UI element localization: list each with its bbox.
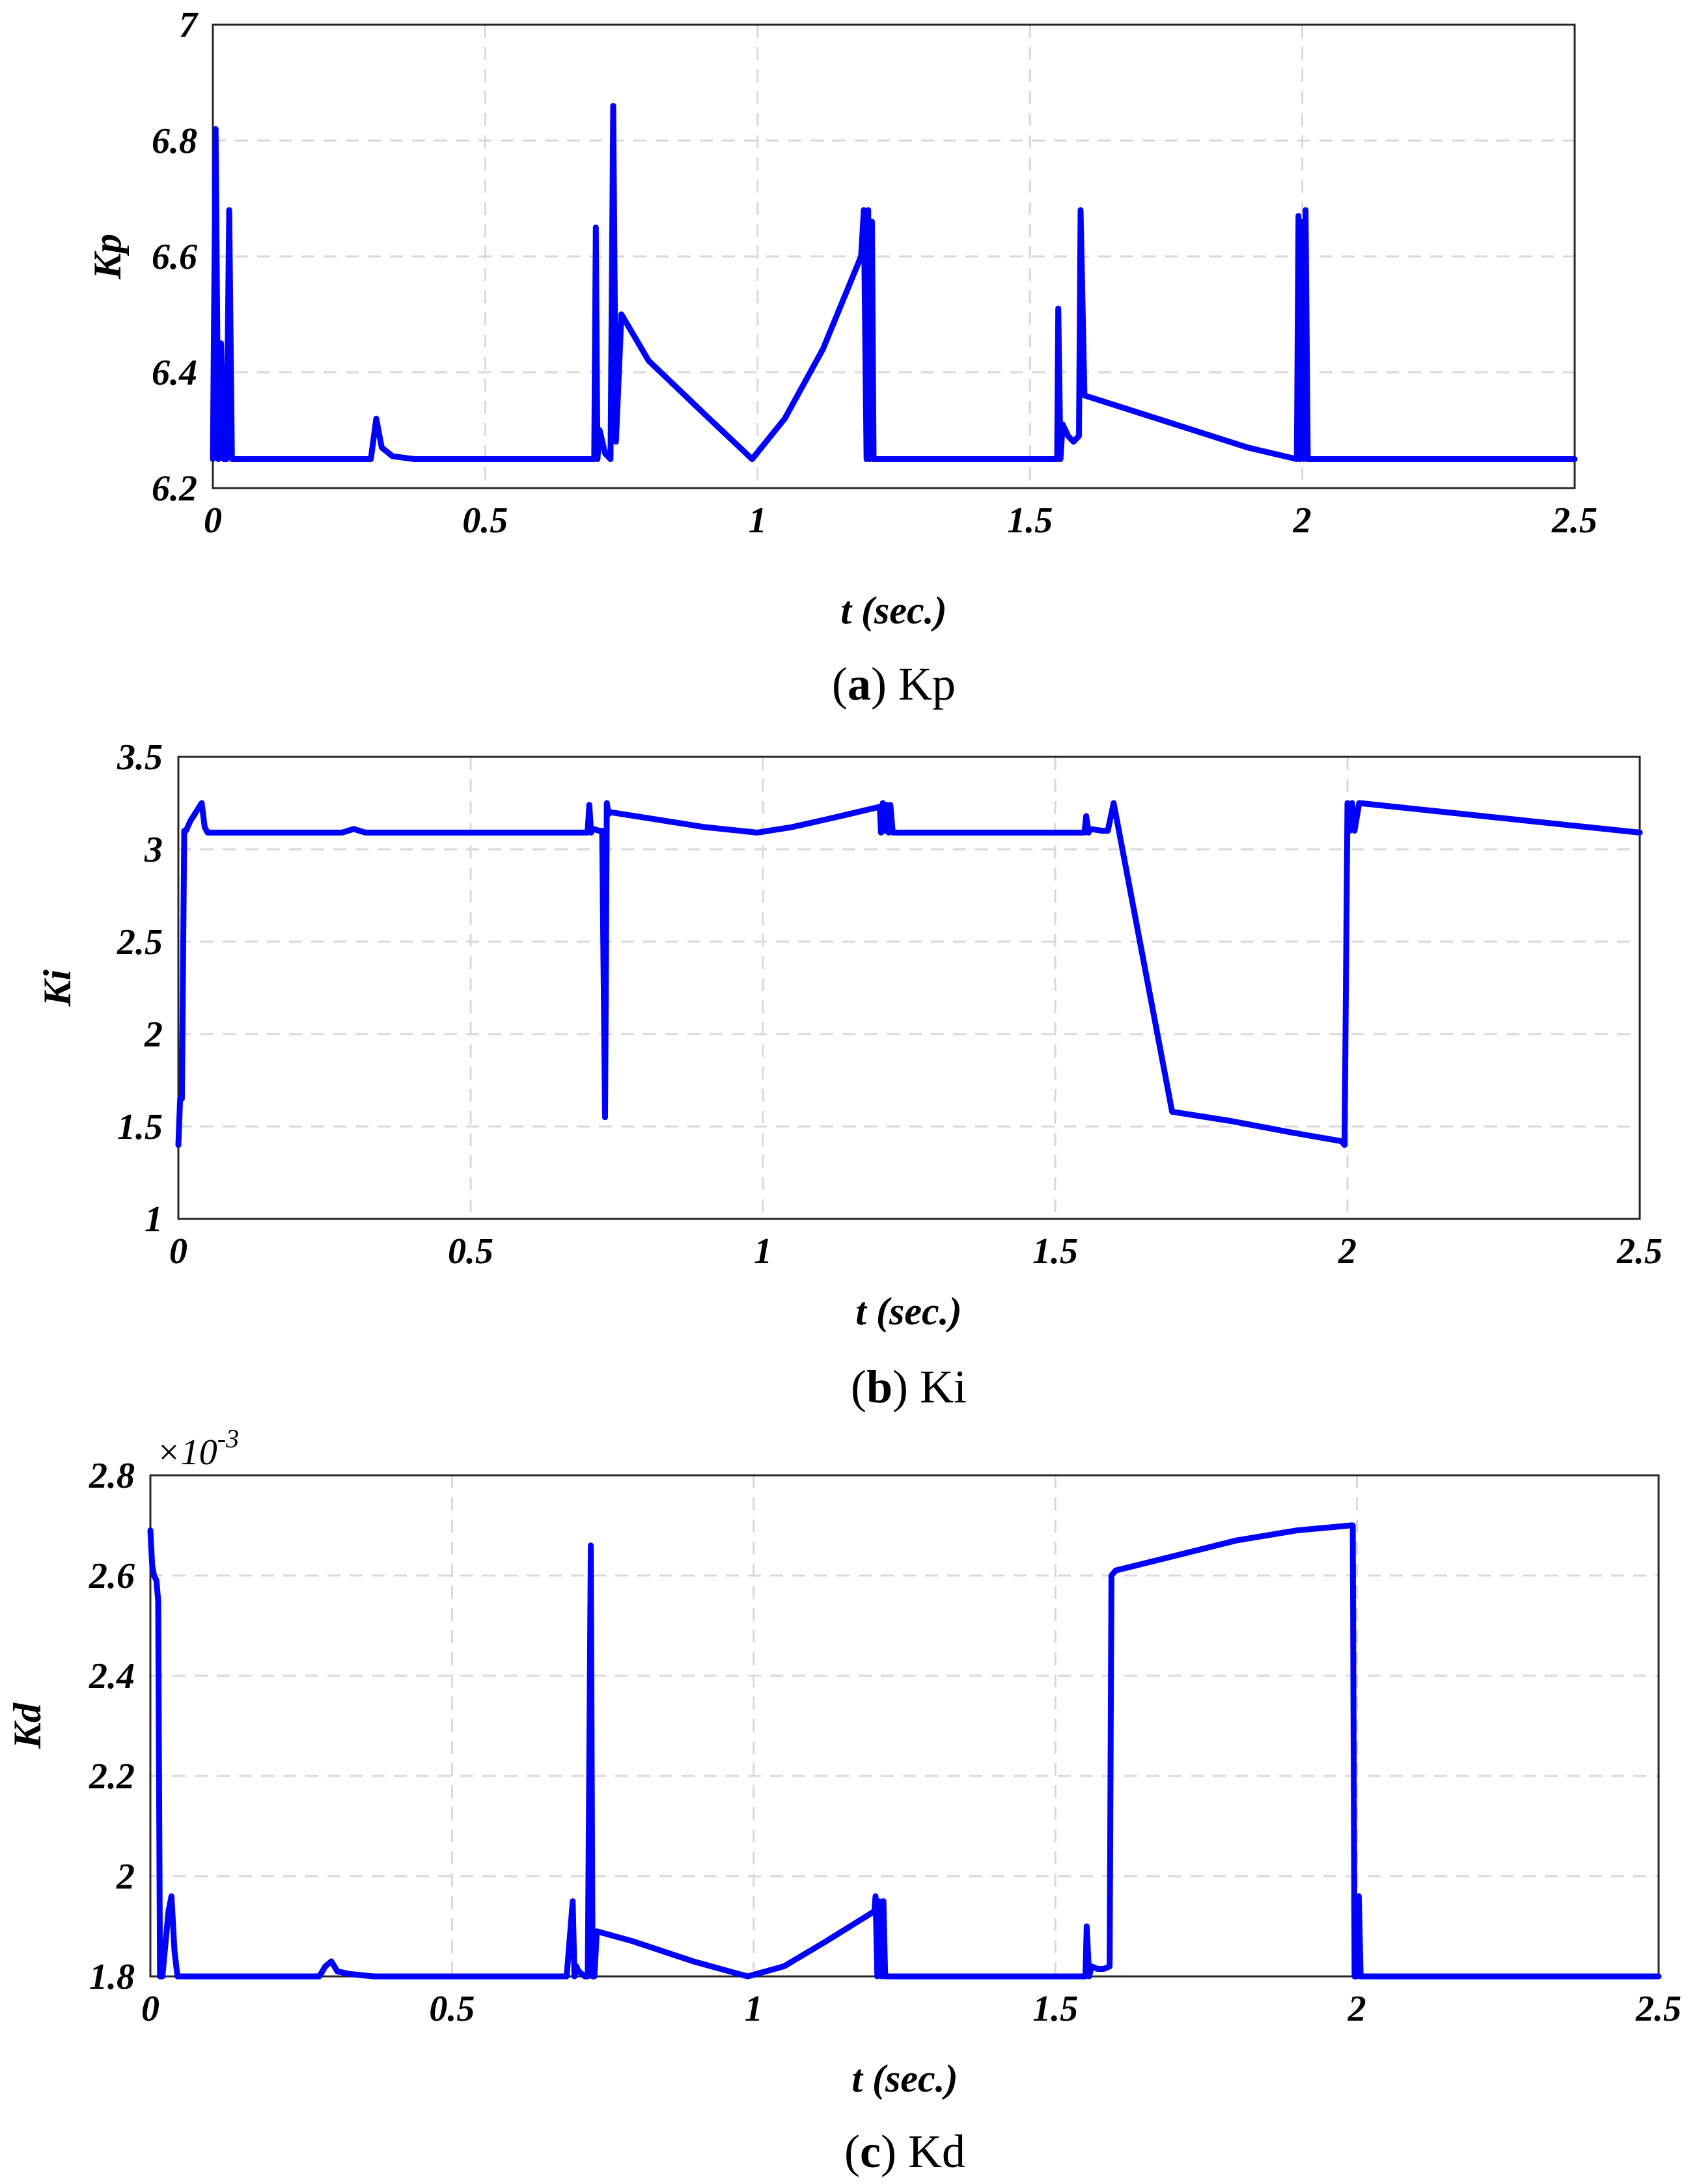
- grid-c: [150, 1475, 1659, 1976]
- caption-b-letter: b: [866, 1361, 892, 1413]
- x-tick-label: 0.5: [448, 1231, 493, 1272]
- series-a: [210, 103, 1578, 462]
- y-tick-label: 2.2: [89, 1756, 135, 1797]
- x-tick-label: 1.5: [1007, 500, 1053, 541]
- y-axis-label-b: Ki: [36, 969, 79, 1007]
- x-ticks-c: 0 0.5 1 1.5 2 2.5: [141, 1989, 1681, 2029]
- y-tick-label: 2.6: [89, 1556, 135, 1596]
- y-axis-multiplier-base: ×10: [156, 1432, 217, 1473]
- y-tick-label: 6.6: [152, 237, 197, 277]
- x-tick-label: 2.5: [1616, 1231, 1663, 1272]
- y-tick-label: 1: [145, 1199, 163, 1240]
- y-tick-label: 2.8: [89, 1456, 135, 1496]
- panel-c: 1.8 2 2.2 2.4 2.6 2.8 0 0.5 1 1.5 2 2.5 ×10-3 Kd t…: [6, 1424, 1681, 2177]
- x-tick-label: 2: [1293, 500, 1312, 541]
- x-axis-label-a: t (sec.): [840, 589, 946, 632]
- y-ticks-c: 1.8 2 2.2 2.4 2.6 2.8: [89, 1456, 135, 1997]
- x-tick-label: 2: [1347, 1989, 1366, 2029]
- series-c: [147, 1522, 1662, 1980]
- y-tick-label: 3.5: [117, 737, 163, 778]
- x-ticks-a: 0 0.5 1 1.5 2 2.5: [204, 500, 1597, 541]
- x-axis-label-c: t (sec.): [851, 2057, 958, 2100]
- x-tick-label: 0.5: [429, 1989, 475, 2029]
- y-axis-multiplier-exp: -3: [217, 1424, 239, 1453]
- panel-b: 1 1.5 2 2.5 3 3.5 0 0.5 1 1.5 2 2.5 Ki t (sec.) (b…: [36, 737, 1663, 1413]
- y-tick-label: 6.8: [152, 121, 197, 161]
- y-tick-label: 2: [116, 1857, 135, 1897]
- series-line-ki: [175, 800, 1643, 1148]
- y-tick-label: 6.2: [152, 469, 197, 509]
- caption-c-text: Kd: [908, 2125, 965, 2177]
- y-tick-label: 2.5: [117, 922, 163, 962]
- caption-b: (b) Ki: [851, 1361, 967, 1413]
- y-tick-label: 3: [144, 830, 163, 870]
- y-ticks-a: 6.2 6.4 6.6 6.8 7: [152, 5, 199, 509]
- x-tick-label: 0: [141, 1989, 159, 2029]
- panel-a: 6.2 6.4 6.6 6.8 7 0 0.5 1 1.5 2 2.5 Kp t (sec.) (…: [86, 5, 1597, 710]
- x-tick-label: 2.5: [1635, 1989, 1681, 2029]
- series-line-kp: [210, 103, 1578, 462]
- y-tick-label: 1.5: [117, 1107, 163, 1147]
- x-tick-label: 2.5: [1551, 500, 1597, 541]
- y-ticks-b: 1 1.5 2 2.5 3 3.5: [117, 737, 163, 1240]
- x-tick-label: 2: [1338, 1231, 1357, 1272]
- series-line-kd: [147, 1522, 1662, 1980]
- x-tick-label: 0.5: [462, 500, 508, 541]
- x-tick-label: 1: [749, 500, 767, 541]
- caption-b-text: Ki: [920, 1361, 967, 1413]
- y-tick-label: 2: [144, 1015, 163, 1055]
- y-axis-multiplier-c: ×10-3: [156, 1424, 239, 1473]
- x-tick-label: 1.5: [1032, 1231, 1078, 1272]
- y-axis-label-a: Kp: [86, 234, 129, 280]
- grid-b: [178, 757, 1640, 1219]
- caption-c: (c) Kd: [844, 2125, 965, 2177]
- y-tick-label: 6.4: [152, 353, 197, 393]
- x-tick-label: 0: [169, 1231, 187, 1272]
- x-tick-label: 1: [745, 1989, 763, 2029]
- series-b: [175, 800, 1643, 1148]
- y-tick-label: 7: [179, 5, 199, 46]
- caption-a: (a) Kp: [832, 658, 956, 710]
- y-axis-label-c: Kd: [6, 1702, 49, 1749]
- x-tick-label: 1: [754, 1231, 772, 1272]
- x-ticks-b: 0 0.5 1 1.5 2 2.5: [169, 1231, 1663, 1272]
- caption-a-text: Kp: [898, 658, 956, 710]
- y-tick-label: 1.8: [89, 1957, 135, 1997]
- plot-frame-c: [149, 1474, 1660, 1978]
- caption-c-letter: c: [860, 2125, 881, 2177]
- x-axis-label-b: t (sec.): [855, 1290, 961, 1333]
- caption-a-letter: a: [848, 658, 871, 710]
- x-tick-label: 0: [204, 500, 222, 541]
- x-tick-label: 1.5: [1032, 1989, 1078, 2029]
- grid-a: [213, 25, 1575, 488]
- y-tick-label: 2.4: [89, 1656, 135, 1697]
- plot-frame-b: [177, 756, 1641, 1220]
